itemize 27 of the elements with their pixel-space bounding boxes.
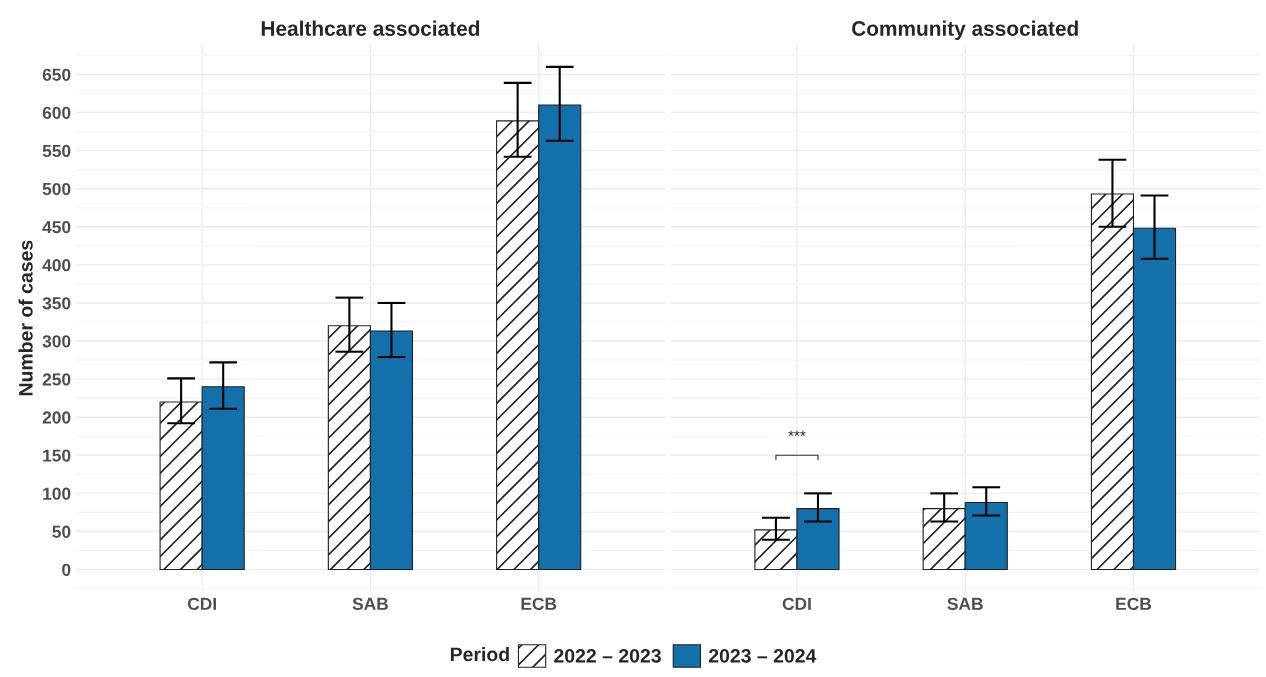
x-tick-label: SAB bbox=[947, 597, 983, 610]
y-tick-label: 200 bbox=[42, 411, 71, 424]
y-tick-label: 350 bbox=[42, 297, 71, 310]
chart-title: Community associated bbox=[852, 20, 1078, 40]
legend-label: 2023 – 2024 bbox=[708, 648, 817, 663]
x-tick-label: ECB bbox=[521, 597, 557, 610]
y-tick-label: 450 bbox=[42, 220, 71, 234]
y-tick-label: 100 bbox=[43, 487, 71, 500]
y-tick-label: 250 bbox=[42, 373, 71, 386]
legend-label: 2022 – 2023 bbox=[554, 648, 661, 663]
y-tick-label: 650 bbox=[42, 68, 71, 81]
y-tick-label: 550 bbox=[42, 144, 71, 158]
x-tick-label: CDI bbox=[782, 597, 811, 610]
y-tick-label: 400 bbox=[42, 259, 71, 272]
x-tick-label: SAB bbox=[352, 597, 388, 610]
chart-title: Healthcare associated bbox=[261, 20, 480, 36]
y-tick-label: 300 bbox=[42, 335, 71, 348]
y-tick-label: 600 bbox=[42, 106, 71, 120]
y-tick-label: 50 bbox=[52, 525, 71, 538]
y-axis-title: Number of cases bbox=[18, 240, 33, 396]
y-tick-label: 500 bbox=[42, 182, 71, 196]
x-tick-label: CDI bbox=[187, 597, 216, 610]
x-tick-label: ECB bbox=[1116, 597, 1152, 610]
legend-title: Period bbox=[450, 646, 509, 662]
y-tick-label: 0 bbox=[62, 563, 71, 576]
annotation: *** bbox=[788, 430, 806, 436]
y-tick-label: 150 bbox=[43, 449, 71, 462]
